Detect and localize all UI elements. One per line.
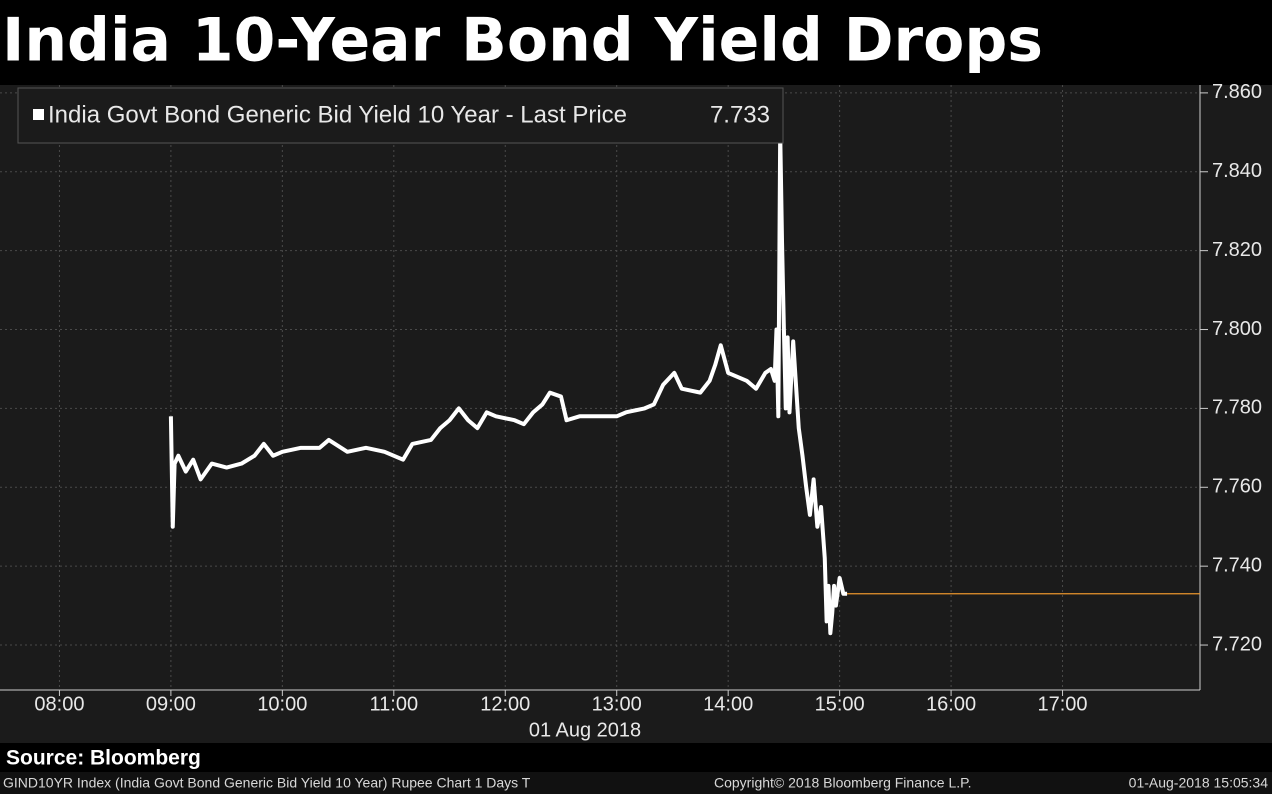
plot-background [0, 85, 1272, 743]
chart-title: India 10-Year Bond Yield Drops [2, 6, 1043, 76]
x-tick-label: 11:00 [370, 693, 419, 715]
legend-marker [33, 109, 44, 120]
y-tick-label: 7.720 [1212, 633, 1262, 655]
footer-bar [0, 772, 1272, 794]
footer-left: GIND10YR Index (India Govt Bond Generic … [3, 775, 531, 791]
x-tick-label: 10:00 [257, 693, 307, 715]
y-tick-label: 7.840 [1212, 160, 1262, 182]
y-tick-label: 7.760 [1212, 476, 1262, 498]
yield-line [168, 130, 848, 636]
x-tick-label: 15:00 [815, 693, 865, 715]
x-tick-label: 08:00 [34, 693, 84, 715]
x-tick-label: 12:00 [480, 693, 530, 715]
x-tick-label: 14:00 [703, 693, 753, 715]
y-tick-label: 7.740 [1212, 554, 1262, 576]
x-tick-label: 16:00 [926, 693, 976, 715]
x-tick-label: 09:00 [146, 693, 196, 715]
y-tick-label: 7.800 [1212, 318, 1262, 340]
legend-box [17, 87, 784, 144]
footer-right: 01-Aug-2018 15:05:34 [1129, 775, 1269, 791]
x-tick-label: 13:00 [592, 693, 642, 715]
legend-label: India Govt Bond Generic Bid Yield 10 Yea… [48, 101, 627, 128]
y-tick-label: 7.820 [1212, 239, 1262, 261]
legend-last-value: 7.733 [710, 101, 770, 128]
x-tick-label: 17:00 [1038, 693, 1088, 715]
y-tick-label: 7.860 [1212, 81, 1262, 103]
footer-center: Copyright© 2018 Bloomberg Finance L.P. [714, 775, 972, 791]
y-tick-label: 7.780 [1212, 397, 1262, 419]
source: Source: Bloomberg [6, 747, 201, 770]
x-axis-label: 01 Aug 2018 [529, 719, 641, 741]
